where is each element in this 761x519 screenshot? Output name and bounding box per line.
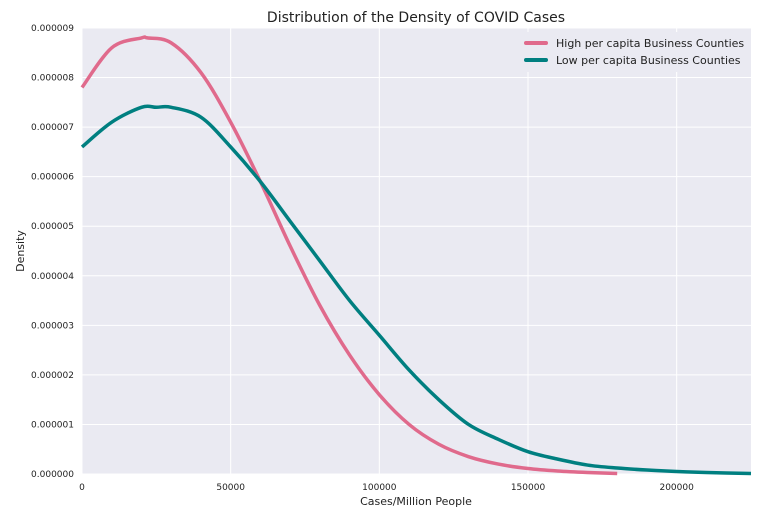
y-axis-label: Density <box>14 230 27 272</box>
x-tick-label: 100000 <box>362 483 397 493</box>
plot-area-background <box>82 28 751 474</box>
series-line-low <box>80 104 752 476</box>
y-tick-label: 0.000004 <box>31 272 74 282</box>
y-tick-label: 0.000006 <box>31 173 74 183</box>
x-axis-label: Cases/Million People <box>360 495 472 508</box>
legend-label-low: Low per capita Business Counties <box>556 54 741 67</box>
y-tick-label: 0.000009 <box>31 24 74 34</box>
y-axis-ticks: 0.000000 0.000001 0.000002 0.000003 0.000004… <box>31 24 74 480</box>
legend: High per capita Business Counties Low pe… <box>516 32 746 72</box>
legend-box <box>516 32 746 72</box>
y-tick-label: 0.000007 <box>31 123 74 133</box>
chart-title: Distribution of the Density of COVID Cas… <box>267 10 565 26</box>
y-tick-label: 0.000003 <box>31 321 74 331</box>
x-axis-ticks: 0 50000 100000 150000 200000 <box>79 483 694 493</box>
series-curves <box>80 35 752 476</box>
x-tick-label: 150000 <box>511 483 546 493</box>
x-tick-label: 200000 <box>659 483 694 493</box>
y-tick-label: 0.000001 <box>31 420 74 430</box>
y-tick-label: 0.000005 <box>31 222 74 232</box>
x-tick-label: 0 <box>79 483 85 493</box>
x-tick-label: 50000 <box>216 483 245 493</box>
y-tick-label: 0.000008 <box>31 74 74 84</box>
legend-label-high: High per capita Business Counties <box>556 37 744 50</box>
y-tick-label: 0.000002 <box>31 371 74 381</box>
grid-lines <box>81 27 751 475</box>
y-tick-label: 0.000000 <box>31 470 74 480</box>
series-line-high <box>80 35 618 476</box>
